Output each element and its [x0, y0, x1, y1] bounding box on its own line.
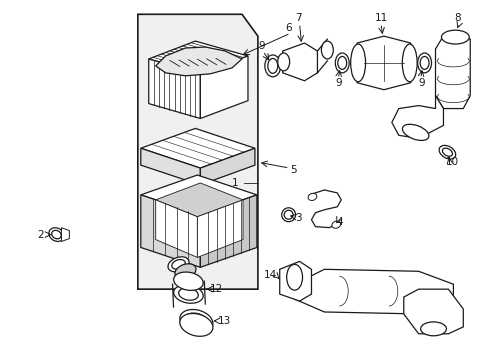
Text: 2: 2 [38, 230, 44, 239]
Text: 10: 10 [445, 157, 458, 167]
Text: 7: 7 [294, 13, 301, 23]
Text: 11: 11 [374, 13, 387, 23]
Ellipse shape [168, 257, 189, 272]
Ellipse shape [178, 288, 198, 300]
Ellipse shape [284, 210, 292, 219]
Polygon shape [155, 183, 243, 217]
Polygon shape [200, 148, 254, 185]
Polygon shape [435, 31, 469, 109]
Polygon shape [148, 59, 200, 118]
Text: 3: 3 [295, 213, 302, 223]
Text: 6: 6 [285, 23, 292, 33]
Polygon shape [141, 129, 254, 168]
Ellipse shape [337, 57, 346, 69]
Text: 5: 5 [290, 165, 297, 175]
Polygon shape [61, 228, 69, 242]
Ellipse shape [350, 44, 365, 82]
Text: 14: 14 [264, 270, 277, 280]
Polygon shape [200, 195, 256, 267]
Polygon shape [356, 36, 410, 90]
Text: 12: 12 [210, 284, 223, 294]
Ellipse shape [180, 314, 212, 336]
Ellipse shape [264, 55, 280, 77]
Ellipse shape [52, 230, 61, 239]
Ellipse shape [438, 145, 455, 159]
Ellipse shape [175, 264, 196, 279]
Polygon shape [391, 96, 443, 138]
Text: 9: 9 [335, 78, 341, 88]
Text: 9: 9 [418, 78, 425, 88]
Ellipse shape [442, 148, 451, 156]
Polygon shape [141, 175, 256, 215]
Ellipse shape [173, 285, 203, 303]
Polygon shape [141, 195, 200, 267]
Ellipse shape [281, 208, 295, 222]
Ellipse shape [420, 322, 446, 336]
Ellipse shape [335, 53, 348, 73]
Ellipse shape [267, 58, 277, 73]
Polygon shape [148, 41, 247, 74]
Polygon shape [197, 200, 243, 257]
Ellipse shape [441, 30, 468, 44]
Polygon shape [138, 14, 257, 289]
Polygon shape [141, 148, 200, 185]
Polygon shape [282, 43, 317, 81]
Polygon shape [155, 47, 242, 76]
Ellipse shape [49, 228, 64, 242]
Text: 1: 1 [232, 178, 238, 188]
Ellipse shape [331, 221, 340, 228]
Ellipse shape [171, 260, 185, 269]
Polygon shape [155, 200, 197, 257]
Text: 4: 4 [336, 217, 342, 227]
Polygon shape [279, 261, 311, 301]
Ellipse shape [402, 124, 428, 140]
Ellipse shape [402, 44, 416, 82]
Text: 8: 8 [453, 13, 460, 23]
Ellipse shape [419, 57, 428, 69]
Ellipse shape [321, 41, 333, 59]
Ellipse shape [277, 53, 289, 71]
Text: 9: 9 [257, 41, 264, 51]
Ellipse shape [180, 310, 212, 332]
Polygon shape [294, 269, 452, 314]
Ellipse shape [184, 313, 207, 329]
Polygon shape [200, 56, 247, 118]
Text: 13: 13 [218, 316, 231, 326]
Ellipse shape [173, 272, 203, 291]
Ellipse shape [286, 264, 302, 290]
Polygon shape [403, 289, 462, 334]
Ellipse shape [417, 53, 431, 73]
Ellipse shape [307, 193, 316, 201]
